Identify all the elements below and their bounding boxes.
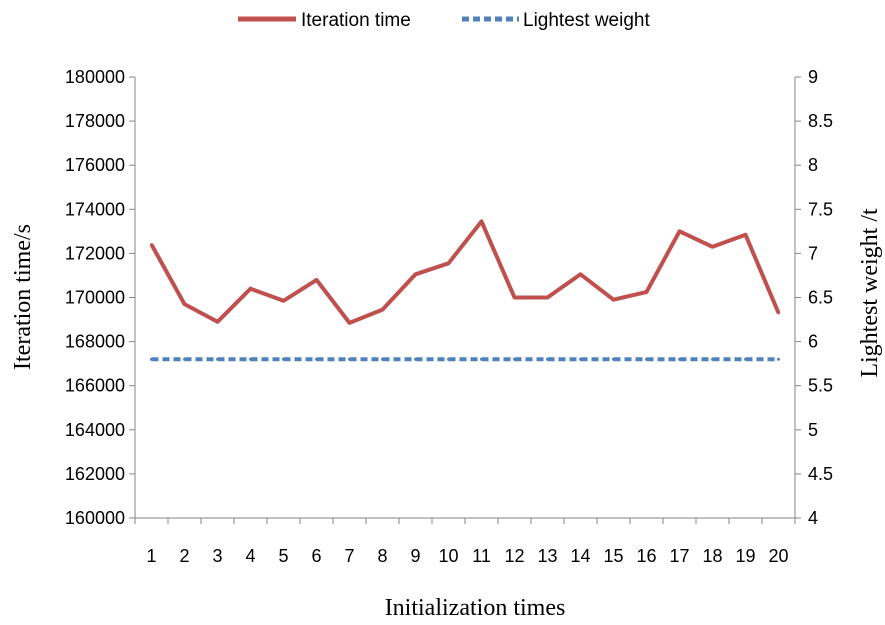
data-point-lightest-weight	[348, 357, 351, 361]
x-axis-title: Initialization times	[385, 595, 566, 621]
data-point-lightest-weight	[579, 357, 582, 361]
x-tick-label: 12	[504, 546, 524, 566]
x-tick-label: 9	[410, 546, 420, 566]
data-point-iteration-time	[315, 278, 318, 282]
data-point-iteration-time	[711, 245, 714, 249]
y-right-tick-label: 7.5	[808, 199, 833, 219]
x-tick-label: 4	[245, 546, 255, 566]
x-tick-label: 20	[768, 546, 788, 566]
y-right-tick-label: 8.5	[808, 111, 833, 131]
x-tick-label: 5	[278, 546, 288, 566]
data-point-iteration-time	[546, 296, 549, 299]
x-tick-label: 18	[702, 546, 722, 566]
y-left-tick-label: 170000	[65, 288, 125, 308]
data-point-iteration-time	[249, 287, 252, 291]
data-point-iteration-time	[612, 298, 615, 302]
y-right-tick-label: 9	[808, 67, 818, 87]
data-point-lightest-weight	[150, 357, 153, 361]
y-axis-title-right: Lightest weight /t	[857, 208, 883, 378]
y-left-tick-label: 176000	[65, 155, 125, 175]
data-point-lightest-weight	[645, 357, 648, 361]
x-tick-label: 16	[636, 546, 656, 566]
y-left-tick-label: 168000	[65, 332, 125, 352]
data-point-lightest-weight	[777, 357, 780, 361]
y-left-tick-label: 180000	[65, 67, 125, 87]
data-point-lightest-weight	[249, 357, 252, 361]
y-right-tick-label: 8	[808, 155, 818, 175]
data-point-iteration-time	[744, 233, 747, 237]
y-right-tick-label: 4	[808, 508, 818, 528]
data-point-iteration-time	[183, 302, 186, 306]
data-point-lightest-weight	[678, 357, 681, 361]
legend-label-lightest-weight: Lightest weight	[523, 10, 650, 31]
series	[149, 219, 781, 362]
y-right-tick-label: 4.5	[808, 464, 833, 484]
x-tick-label: 13	[537, 546, 557, 566]
y-right-tick-label: 7	[808, 243, 818, 263]
data-point-iteration-time	[381, 308, 384, 312]
data-point-lightest-weight	[216, 357, 219, 361]
data-point-lightest-weight	[513, 357, 516, 361]
y-left-tick-label: 178000	[65, 111, 125, 131]
x-tick-label: 19	[735, 546, 755, 566]
data-point-iteration-time	[447, 261, 450, 265]
x-tick-label: 8	[377, 546, 387, 566]
data-point-iteration-time	[216, 320, 219, 324]
data-point-lightest-weight	[315, 357, 318, 361]
data-point-lightest-weight	[711, 357, 714, 361]
data-point-lightest-weight	[546, 357, 549, 361]
legend-label-iteration-time: Iteration time	[301, 10, 411, 31]
x-tick-label: 11	[472, 546, 491, 566]
data-point-lightest-weight	[612, 357, 615, 361]
x-tick-label: 3	[212, 546, 222, 566]
data-point-iteration-time	[414, 272, 417, 276]
data-point-iteration-time	[348, 321, 351, 325]
legend: Iteration time Lightest weight	[238, 10, 650, 31]
data-point-iteration-time	[513, 296, 516, 299]
data-point-iteration-time	[645, 290, 648, 294]
axes: 1600001620001640001660001680001700001720…	[65, 67, 833, 566]
series-line-iteration-time	[149, 219, 781, 325]
data-point-lightest-weight	[447, 357, 450, 361]
x-tick-label: 1	[146, 546, 156, 566]
x-tick-label: 10	[438, 546, 458, 566]
y-axis-title-left: Iteration time/s	[10, 224, 36, 370]
y-left-tick-label: 160000	[65, 508, 125, 528]
data-point-iteration-time	[777, 311, 780, 315]
y-right-tick-label: 5	[808, 420, 818, 440]
data-point-lightest-weight	[282, 357, 285, 361]
x-tick-label: 7	[344, 546, 354, 566]
x-tick-label: 15	[603, 546, 623, 566]
data-point-lightest-weight	[744, 357, 747, 361]
data-point-lightest-weight	[480, 357, 483, 361]
x-tick-label: 17	[669, 546, 689, 566]
data-point-iteration-time	[282, 299, 285, 303]
y-left-tick-label: 172000	[65, 243, 125, 263]
x-tick-label: 2	[179, 546, 189, 566]
data-point-iteration-time	[678, 229, 681, 233]
x-tick-label: 14	[570, 546, 590, 566]
x-tick-label: 6	[311, 546, 321, 566]
data-point-iteration-time	[480, 219, 483, 223]
y-left-tick-label: 162000	[65, 464, 125, 484]
y-right-tick-label: 6.5	[808, 288, 833, 308]
y-left-tick-label: 164000	[65, 420, 125, 440]
data-point-iteration-time	[150, 243, 153, 247]
y-left-tick-label: 174000	[65, 199, 125, 219]
data-point-lightest-weight	[414, 357, 417, 361]
y-right-tick-label: 6	[808, 332, 818, 352]
data-point-lightest-weight	[183, 357, 186, 361]
data-point-lightest-weight	[381, 357, 384, 361]
y-right-tick-label: 5.5	[808, 376, 833, 396]
data-point-iteration-time	[579, 272, 582, 276]
y-left-tick-label: 166000	[65, 376, 125, 396]
